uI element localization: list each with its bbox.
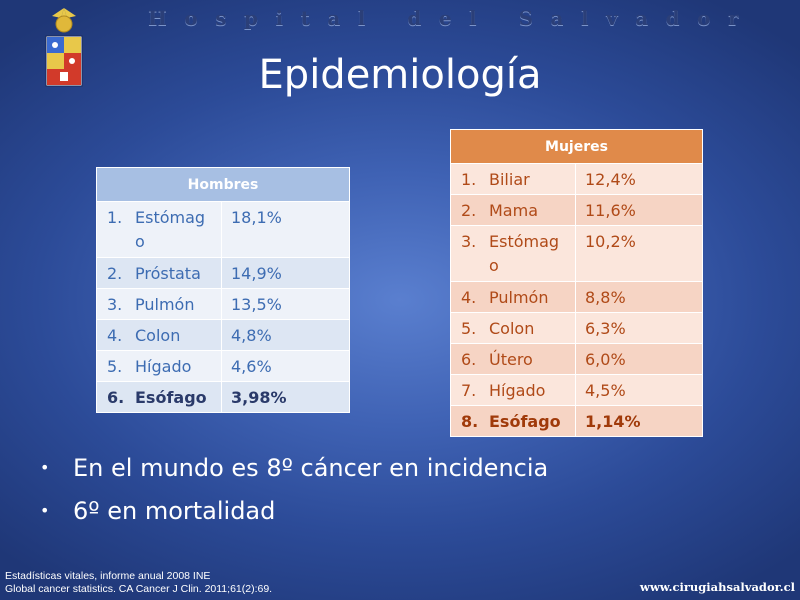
rank-number: 5. <box>107 357 123 376</box>
cancer-value: 13,5% <box>231 295 282 314</box>
table-row: 5. Colon 6,3% <box>450 312 703 344</box>
rank-number: 2. <box>461 201 477 220</box>
table-row: 3. Pulmón 13,5% <box>96 288 350 320</box>
rank-number: 4. <box>107 326 123 345</box>
cancer-value: 8,8% <box>585 288 626 307</box>
cancer-name: Mama <box>489 201 538 220</box>
cancer-name: Pulmón <box>135 295 195 314</box>
website-url: www.cirugiahsalvador.cl <box>639 580 795 594</box>
rank-number: 5. <box>461 319 477 338</box>
references: Estadísticas vitales, informe anual 2008… <box>5 570 272 596</box>
table-row: 8. Esófago 1,14% <box>450 405 703 437</box>
cancer-value: 3,98% <box>231 388 287 407</box>
cancer-name: Hígado <box>489 381 546 400</box>
cancer-name: Pulmón <box>489 288 549 307</box>
rank-number: 3. <box>461 232 477 251</box>
cancer-name: Hígado <box>135 357 192 376</box>
table-row: 4. Colon 4,8% <box>96 319 350 351</box>
rank-number: 1. <box>107 208 123 227</box>
bullet-item: • 6º en mortalidad <box>40 489 548 532</box>
cancer-value: 14,9% <box>231 264 282 283</box>
cancer-name: Próstata <box>135 264 201 283</box>
cancer-value: 10,2% <box>585 232 636 251</box>
cancer-name: Estómag o <box>135 208 206 251</box>
table-row: 7. Hígado 4,5% <box>450 374 703 406</box>
cancer-value: 6,0% <box>585 350 626 369</box>
bullet-item: • En el mundo es 8º cáncer en incidencia <box>40 446 548 489</box>
table-row: 2. Mama 11,6% <box>450 194 703 226</box>
cancer-value: 11,6% <box>585 201 636 220</box>
rank-number: 7. <box>461 381 477 400</box>
rank-number: 6. <box>107 388 125 407</box>
rank-number: 8. <box>461 412 479 431</box>
rank-number: 1. <box>461 170 477 189</box>
bullet-list: • En el mundo es 8º cáncer en incidencia … <box>40 446 548 532</box>
cancer-value: 4,8% <box>231 326 272 345</box>
cancer-value: 6,3% <box>585 319 626 338</box>
bullet-dot-icon: • <box>40 501 50 520</box>
table-row: 5. Hígado 4,6% <box>96 350 350 382</box>
cancer-value: 4,6% <box>231 357 272 376</box>
mujeres-table: Mujeres 1. Biliar 12,4% 2. Mama 11,6% 3. Es… <box>450 129 703 437</box>
rank-number: 4. <box>461 288 477 307</box>
university-crest-logo <box>45 8 83 87</box>
cancer-name: Esófago <box>135 388 207 407</box>
cancer-value: 4,5% <box>585 381 626 400</box>
rank-number: 3. <box>107 295 123 314</box>
cancer-value: 1,14% <box>585 412 641 431</box>
cancer-name: Colon <box>489 319 535 338</box>
bullet-dot-icon: • <box>40 458 50 477</box>
slide-title: Epidemiología <box>258 52 542 98</box>
table-row: 1. Estómag o 18,1% <box>96 201 350 258</box>
bullet-text: En el mundo es 8º cáncer en incidencia <box>73 453 549 482</box>
mujeres-header: Mujeres <box>450 129 703 164</box>
cancer-name: Colon <box>135 326 181 345</box>
bullet-text: 6º en mortalidad <box>73 496 276 525</box>
cancer-name: Biliar <box>489 170 530 189</box>
table-row: 4. Pulmón 8,8% <box>450 281 703 313</box>
rank-number: 2. <box>107 264 123 283</box>
cancer-value: 12,4% <box>585 170 636 189</box>
rank-number: 6. <box>461 350 477 369</box>
table-row: 2. Próstata 14,9% <box>96 257 350 289</box>
table-row: 1. Biliar 12,4% <box>450 163 703 195</box>
table-row: 6. Esófago 3,98% <box>96 381 350 413</box>
reference-line: Estadísticas vitales, informe anual 2008… <box>5 570 211 582</box>
hombres-header: Hombres <box>96 167 350 202</box>
cancer-name: Esófago <box>489 412 561 431</box>
table-row: 6. Útero 6,0% <box>450 343 703 375</box>
table-row: 3. Estómag o 10,2% <box>450 225 703 282</box>
cancer-name: Estómag o <box>489 232 560 275</box>
cancer-value: 18,1% <box>231 208 282 227</box>
hospital-name: Hospital del Salvador <box>148 6 757 30</box>
cancer-name: Útero <box>489 350 533 369</box>
reference-line: Global cancer statistics. CA Cancer J Cl… <box>5 583 273 595</box>
hombres-table: Hombres 1. Estómag o 18,1% 2. Próstata 14,9… <box>96 167 350 413</box>
